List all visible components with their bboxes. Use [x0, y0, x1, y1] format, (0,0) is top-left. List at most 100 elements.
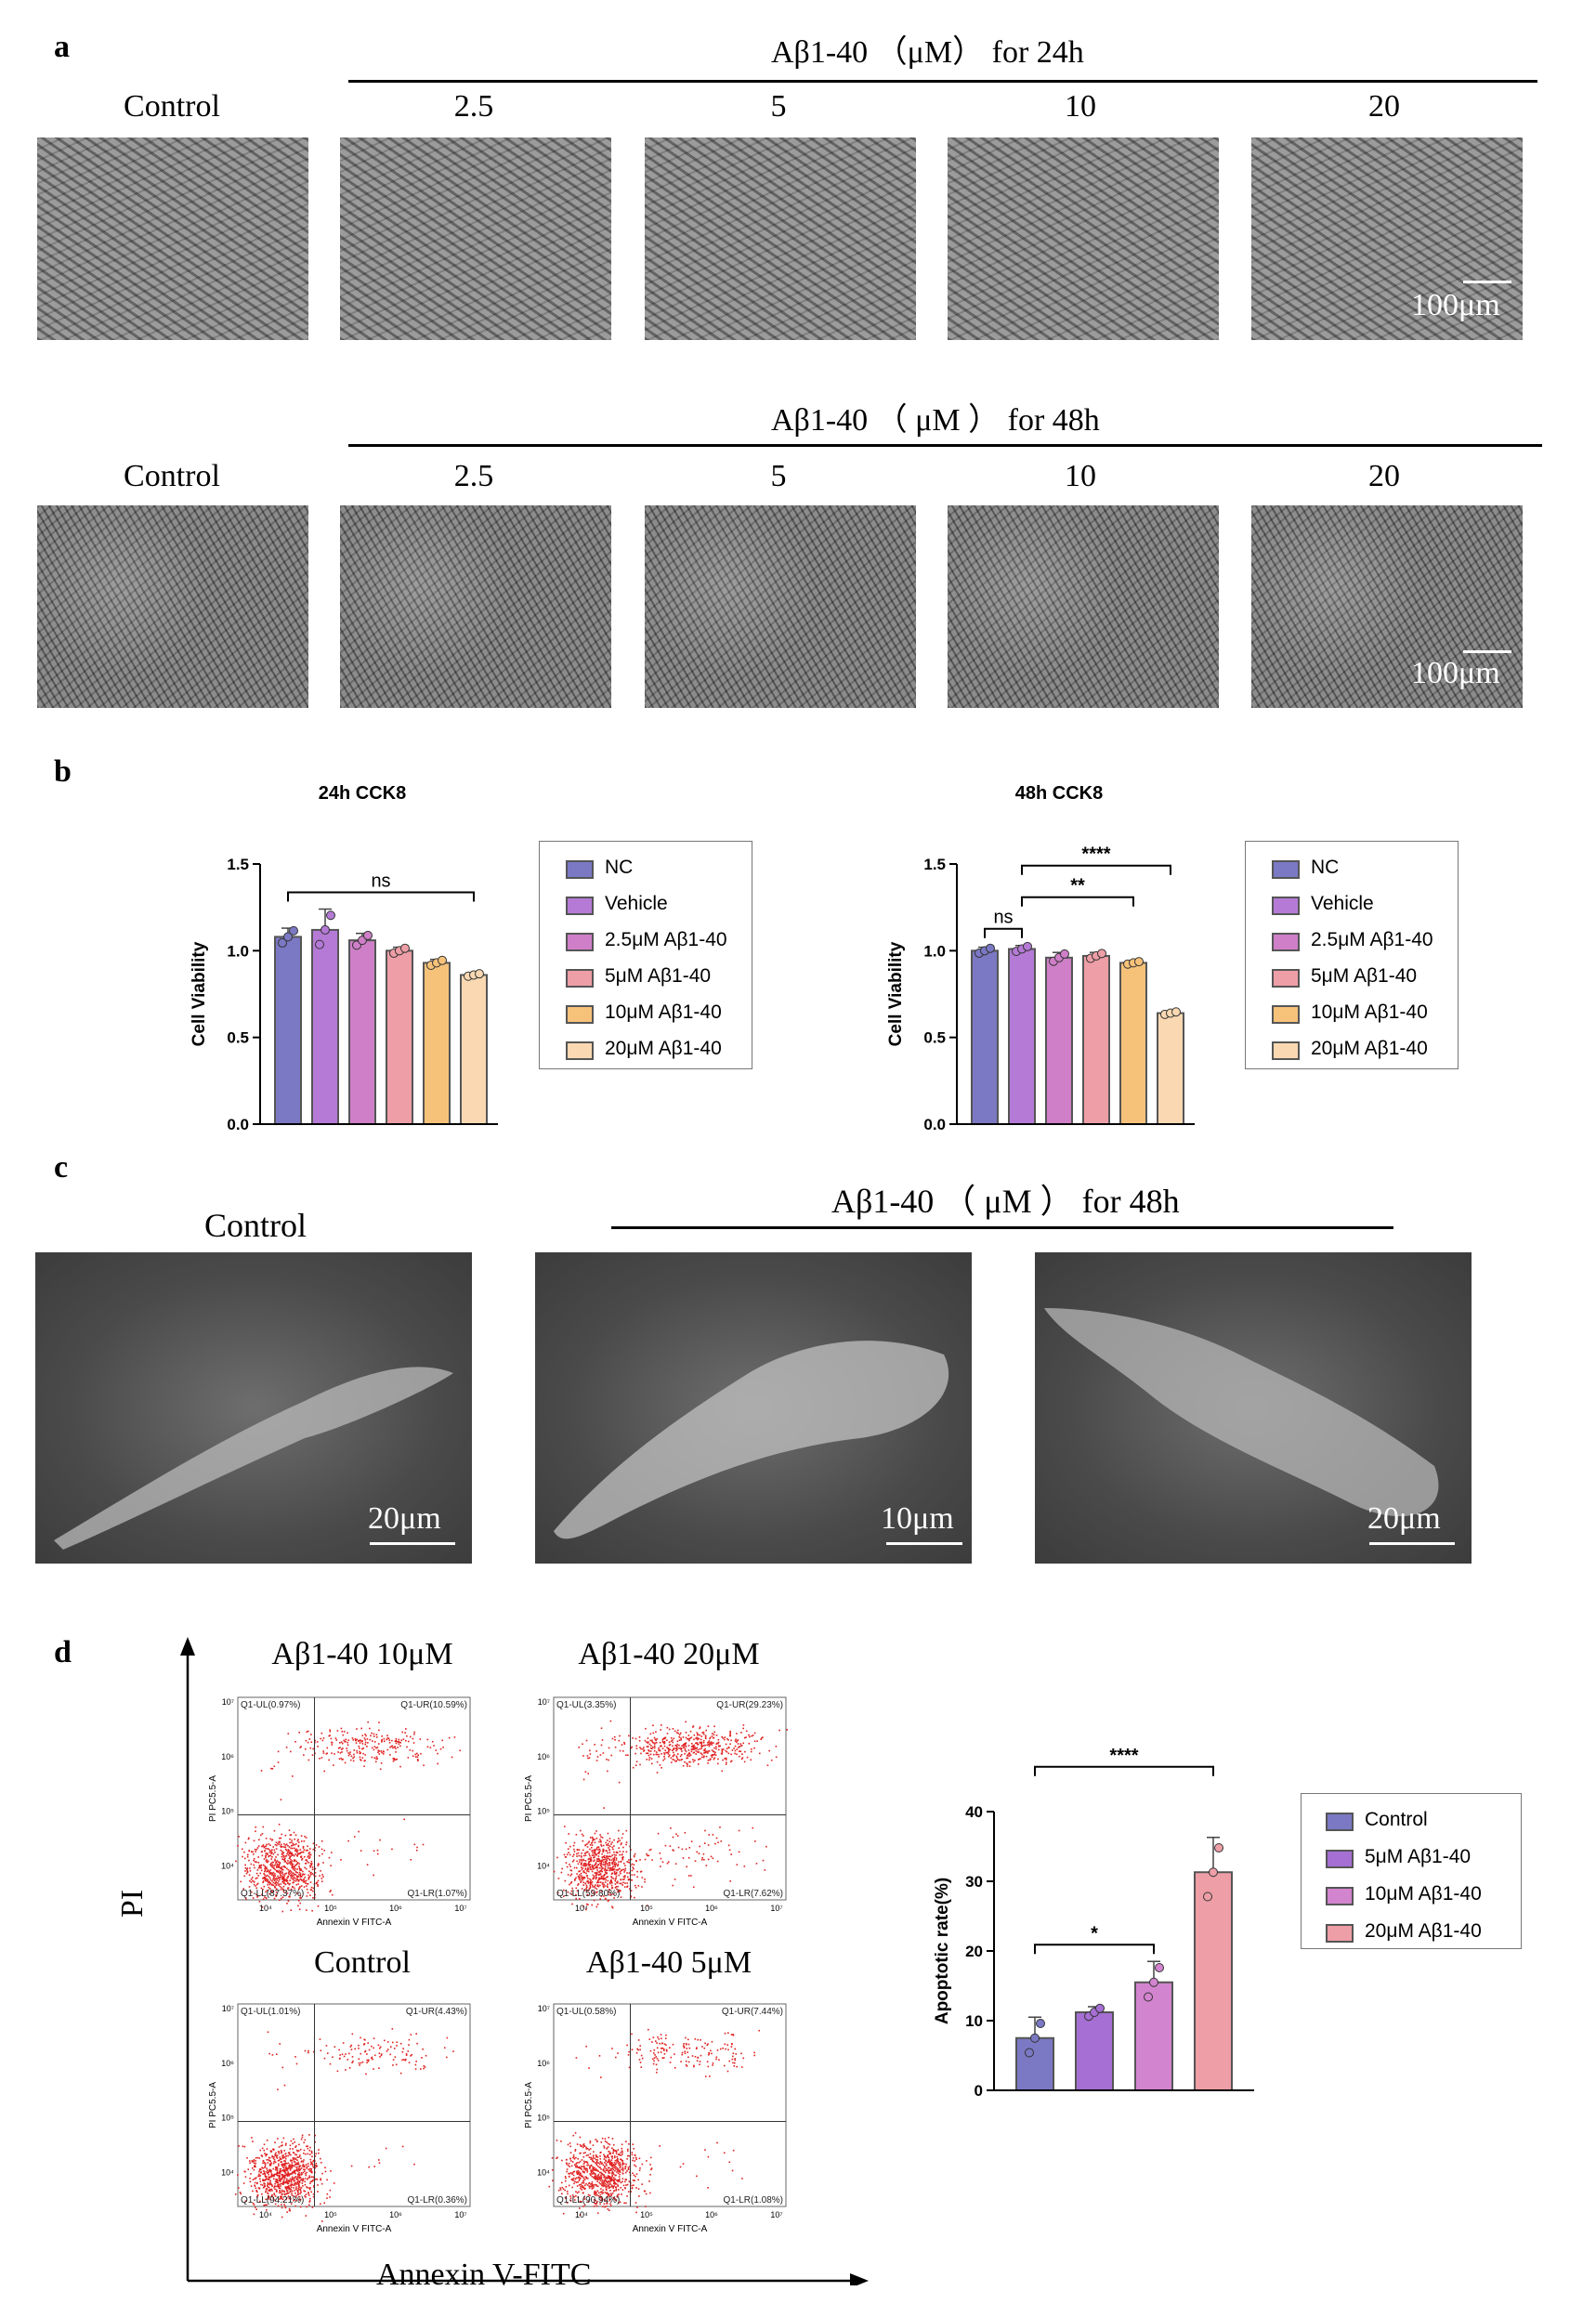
flow-event: [712, 2064, 713, 2066]
flow-event: [690, 1736, 693, 1739]
flow-event: [674, 1879, 676, 1880]
data-point: [315, 939, 324, 949]
flow-event: [605, 1869, 608, 1872]
flow-event: [281, 1851, 283, 1852]
flow-event: [660, 2048, 662, 2049]
flow-event: [745, 1730, 748, 1733]
flow-event: [292, 1878, 294, 1880]
flow-event: [310, 2162, 313, 2164]
flow-event: [278, 2163, 280, 2166]
flow-event: [294, 1741, 296, 1743]
flow-event: [279, 1866, 281, 1868]
flow-event: [713, 1757, 716, 1760]
flow-event: [266, 1870, 268, 1873]
flow-event: [607, 1879, 609, 1882]
legend-label: 2.5μM Aβ1-40: [1311, 929, 1433, 950]
flow-event: [286, 1877, 288, 1879]
flow-event: [307, 2194, 310, 2196]
flow-event: [602, 2181, 605, 2184]
flow-event: [664, 1749, 666, 1751]
flow-event: [601, 1867, 604, 1870]
flow-event: [435, 1749, 438, 1751]
flow-event: [274, 2195, 277, 2197]
flow-event: [326, 1747, 329, 1749]
flow-event: [587, 1851, 589, 1853]
bar: [460, 974, 488, 1125]
flow-event: [621, 2167, 624, 2168]
flow-event: [309, 2197, 311, 2200]
flow-event: [355, 1742, 358, 1744]
flow-event: [276, 1863, 279, 1865]
flow-event: [672, 1741, 674, 1744]
flow-event: [610, 2185, 613, 2188]
flow-event: [298, 1863, 301, 1865]
flow-event: [307, 2192, 309, 2193]
flow-event: [729, 1743, 731, 1746]
flow-event: [600, 2176, 603, 2179]
flow-event: [415, 2061, 417, 2062]
flow-event: [618, 1874, 621, 1877]
flow-event: [604, 2192, 607, 2193]
flow-event: [613, 1864, 616, 1866]
flow-event: [590, 1879, 592, 1881]
flow-event: [658, 1756, 660, 1758]
flow-event: [699, 1741, 701, 1744]
flow-event: [582, 1835, 584, 1837]
flow-event: [298, 1852, 301, 1855]
flow-event: [263, 2161, 266, 2164]
flow-event: [621, 1842, 622, 1844]
flow-event: [571, 2173, 573, 2175]
flow-event: [332, 2056, 334, 2059]
flow-event: [603, 1856, 606, 1859]
flow-event: [288, 2153, 291, 2155]
flow-event: [284, 1855, 286, 1857]
flow-event: [628, 2180, 631, 2183]
flow-event: [269, 2180, 271, 2182]
flow-event: [260, 1869, 263, 1872]
flow-event: [248, 1837, 250, 1839]
flow-event: [587, 1757, 589, 1760]
flow-event: [655, 1731, 657, 1733]
flow-event: [684, 1752, 686, 1755]
flow-event: [605, 1857, 607, 1859]
flow-event: [586, 1870, 588, 1872]
flow-event: [608, 2181, 611, 2183]
flow-event: [356, 1738, 359, 1741]
sem-cell-shape: [54, 1367, 453, 1550]
flow-event: [588, 1840, 590, 1843]
flow-event: [272, 1861, 274, 1864]
flow-event: [676, 1757, 678, 1759]
flow-event: [280, 1845, 281, 1848]
flow-event: [279, 1840, 281, 1843]
flow-event: [581, 1864, 582, 1866]
flow-event: [707, 2155, 710, 2158]
flow-event: [764, 1869, 766, 1871]
flow-event: [656, 2047, 659, 2049]
flow-event: [281, 2175, 284, 2178]
flow-event: [292, 2142, 294, 2145]
flow-event: [402, 1738, 405, 1741]
flow-event: [631, 2184, 633, 2187]
flow-event: [610, 2184, 613, 2187]
flow-event: [278, 2175, 281, 2178]
flow-event: [266, 2178, 268, 2180]
scale-bar: [1369, 1542, 1455, 1545]
flow-event: [595, 2140, 598, 2142]
flow-event: [256, 2156, 259, 2159]
flow-event: [584, 1865, 587, 1867]
flow-event: [559, 2187, 561, 2189]
flow-event: [604, 1877, 607, 1879]
flow-event: [676, 1759, 679, 1761]
flow-event: [398, 1738, 400, 1741]
flow-event: [278, 1869, 281, 1872]
flow-event: [273, 2185, 276, 2187]
legend-swatch: [1326, 1813, 1354, 1831]
flow-event: [320, 1737, 322, 1740]
flow-event: [260, 2168, 262, 2171]
flow-event: [634, 2154, 636, 2156]
flow-event: [262, 1878, 264, 1879]
flow-event: [637, 2049, 639, 2051]
flow-event: [252, 1851, 254, 1853]
flow-event: [243, 1875, 246, 1878]
flow-event: [729, 1880, 731, 1882]
